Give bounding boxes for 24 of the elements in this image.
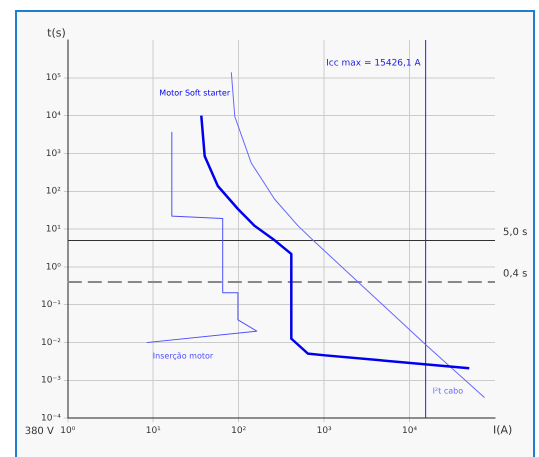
ref-line-label: 0,4 s	[503, 268, 528, 280]
x-tick-label: 10²	[231, 426, 247, 436]
ref-line-label: 5,0 s	[503, 227, 528, 238]
y-tick-label: 10⁰	[46, 262, 62, 272]
text: 380 V	[24, 426, 54, 437]
y-tick-label: 10¹	[46, 224, 62, 234]
y-axis-title: t(s)	[47, 26, 66, 40]
series-label: Inserção motor	[152, 352, 214, 361]
y-tick-label: 10⁻³	[41, 376, 62, 386]
y-tick-label: 10⁴	[46, 110, 62, 121]
y-tick-label: 10²	[46, 186, 62, 197]
y-tick-label: 10⁻⁴	[41, 414, 62, 424]
y-tick-label: 10⁻²	[41, 338, 62, 348]
text: Motor Soft starter	[159, 88, 231, 98]
y-tick-label: 10³	[46, 148, 62, 159]
x-tick-label: 10³	[316, 426, 332, 436]
y-tick-label: 10⁻¹	[41, 300, 62, 310]
x-tick-label: 10⁴	[402, 426, 418, 436]
x-tick-label: 10¹	[146, 426, 162, 436]
y-tick-label: 10⁵	[46, 73, 62, 84]
series-label: I²t cabo	[432, 386, 464, 396]
x-axis-title: I(A)	[493, 424, 512, 437]
ref-line-label: Icc max = 15426,1 A	[326, 58, 422, 68]
x-tick-label: 10⁰	[60, 426, 76, 436]
